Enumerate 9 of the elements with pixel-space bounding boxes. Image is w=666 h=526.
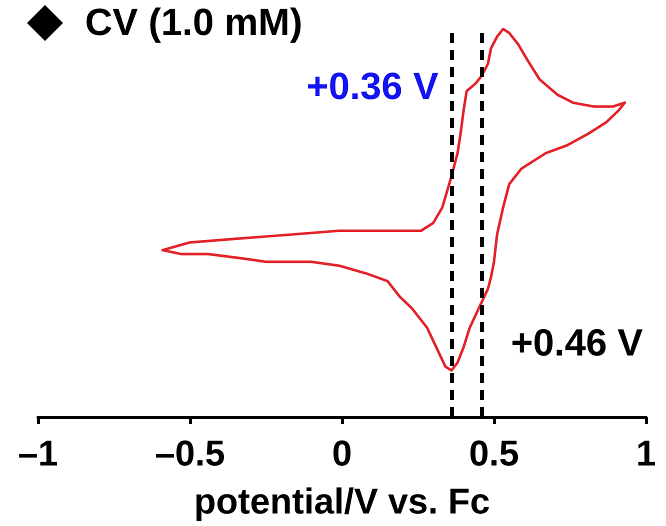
x-tick-label: –0.5: [154, 432, 226, 474]
ref-line-label: +0.36 V: [306, 66, 440, 108]
x-tick-label: –1: [18, 432, 58, 474]
x-tick-label: 1: [636, 432, 656, 474]
x-tick-label: 0: [332, 432, 352, 474]
x-axis-title: potential/V vs. Fc: [194, 480, 490, 522]
chart-title: CV (1.0 mM): [85, 2, 302, 44]
x-tick-label: 0.5: [468, 432, 520, 474]
ref-line-label: +0.46 V: [510, 322, 644, 364]
